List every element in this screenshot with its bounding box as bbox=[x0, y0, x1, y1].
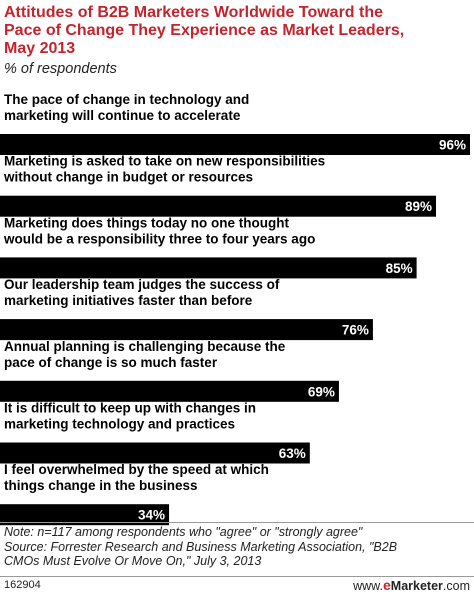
bar-6 bbox=[0, 442, 310, 464]
brand-e: e bbox=[382, 577, 391, 593]
value-label-7: 34% bbox=[138, 508, 165, 523]
bar-2 bbox=[0, 195, 437, 217]
category-label-2: Marketing is asked to take on new respon… bbox=[3, 154, 325, 185]
value-label-2: 89% bbox=[405, 199, 432, 214]
bar-7 bbox=[0, 504, 170, 526]
bar-1 bbox=[0, 134, 470, 155]
category-label-5: Annual planning is challenging because t… bbox=[4, 339, 286, 370]
brand-prefix: www. bbox=[353, 579, 383, 593]
source-note: Note: n=117 among respondents who "agree… bbox=[4, 525, 398, 568]
bar-5 bbox=[0, 380, 339, 402]
category-label-1: The pace of change in technology and mark… bbox=[4, 92, 249, 123]
footer-divider-bottom bbox=[0, 576, 474, 577]
value-label-4: 76% bbox=[342, 323, 369, 338]
chart-id: 162904 bbox=[4, 579, 41, 591]
category-label-4: Our leadership team judges the success o… bbox=[4, 277, 280, 308]
chart-subtitle: % of respondents bbox=[4, 61, 117, 77]
bar-3 bbox=[0, 257, 417, 279]
value-label-1: 96% bbox=[439, 138, 466, 153]
value-label-6: 63% bbox=[279, 446, 306, 461]
value-label-3: 85% bbox=[386, 261, 413, 276]
category-label-7: I feel overwhelmed by the speed at which… bbox=[4, 462, 269, 493]
chart-title: Attitudes of B2B Marketers Worldwide Tow… bbox=[4, 4, 405, 57]
category-label-3: Marketing does things today no one thoug… bbox=[3, 215, 315, 246]
category-label-6: It is difficult to keep up with changes … bbox=[4, 401, 256, 432]
bar-4 bbox=[0, 319, 373, 341]
emarketer-logo[interactable]: www.eMarketer.com bbox=[353, 577, 470, 593]
brand-name: Marketer bbox=[390, 579, 443, 593]
value-label-5: 69% bbox=[308, 384, 335, 399]
footer-divider-top bbox=[0, 522, 474, 523]
brand-suffix: .com bbox=[442, 579, 470, 593]
